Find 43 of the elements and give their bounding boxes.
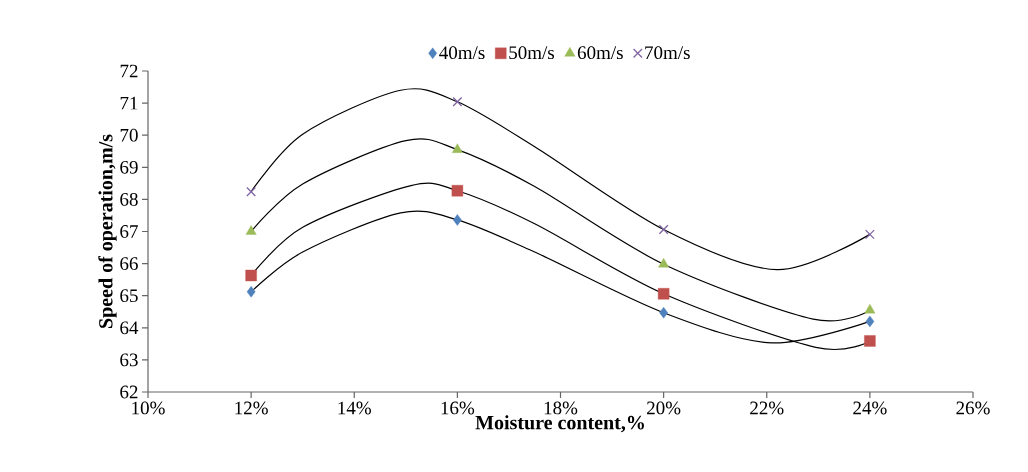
y-tick-label: 63 <box>120 353 138 367</box>
point <box>659 307 668 319</box>
point <box>864 335 876 347</box>
y-tick-label: 71 <box>120 96 138 110</box>
y-tick-label: 62 <box>120 385 138 399</box>
y-tick-label: 64 <box>120 321 139 335</box>
point <box>246 186 257 197</box>
point <box>864 229 875 240</box>
y-tick-label: 65 <box>120 289 138 303</box>
point <box>453 214 462 226</box>
x-tick-label: 14% <box>338 401 372 415</box>
legend-label: 70m/s <box>645 46 690 60</box>
point <box>246 286 256 298</box>
y-tick-label: 70 <box>120 128 138 142</box>
y-tick-label: 68 <box>120 193 138 206</box>
point <box>865 315 875 328</box>
y-tick-label: 66 <box>120 257 138 270</box>
x-tick-label: 24% <box>853 401 887 415</box>
line-series <box>250 88 871 271</box>
x-tick-label: 12% <box>235 401 268 415</box>
y-tick-label: 67 <box>120 225 138 238</box>
point <box>452 96 463 107</box>
legend-label: 40m/s <box>439 46 485 60</box>
x-tick-label: 18% <box>544 401 578 415</box>
y-tick-label: 72 <box>120 64 138 78</box>
point <box>658 258 670 268</box>
x-tick-label: 16% <box>441 401 475 415</box>
point <box>245 269 257 282</box>
point <box>657 288 670 300</box>
point <box>864 303 876 314</box>
point <box>451 143 463 153</box>
x-tick-label: 10% <box>132 401 165 415</box>
legend-label: 50m/s <box>509 46 555 60</box>
x-tick-label: 22% <box>750 401 784 415</box>
point <box>658 224 669 235</box>
point <box>451 185 464 197</box>
point <box>245 225 257 235</box>
y-tick-label: 69 <box>120 160 138 174</box>
legend-label: 60m/s <box>577 46 623 60</box>
x-axis-title: Moisture content,% <box>475 415 644 433</box>
x-tick-label: 20% <box>647 401 681 415</box>
y-axis-title: Speed of operation,m/s <box>98 134 117 328</box>
x-tick-label: 26% <box>956 401 990 415</box>
